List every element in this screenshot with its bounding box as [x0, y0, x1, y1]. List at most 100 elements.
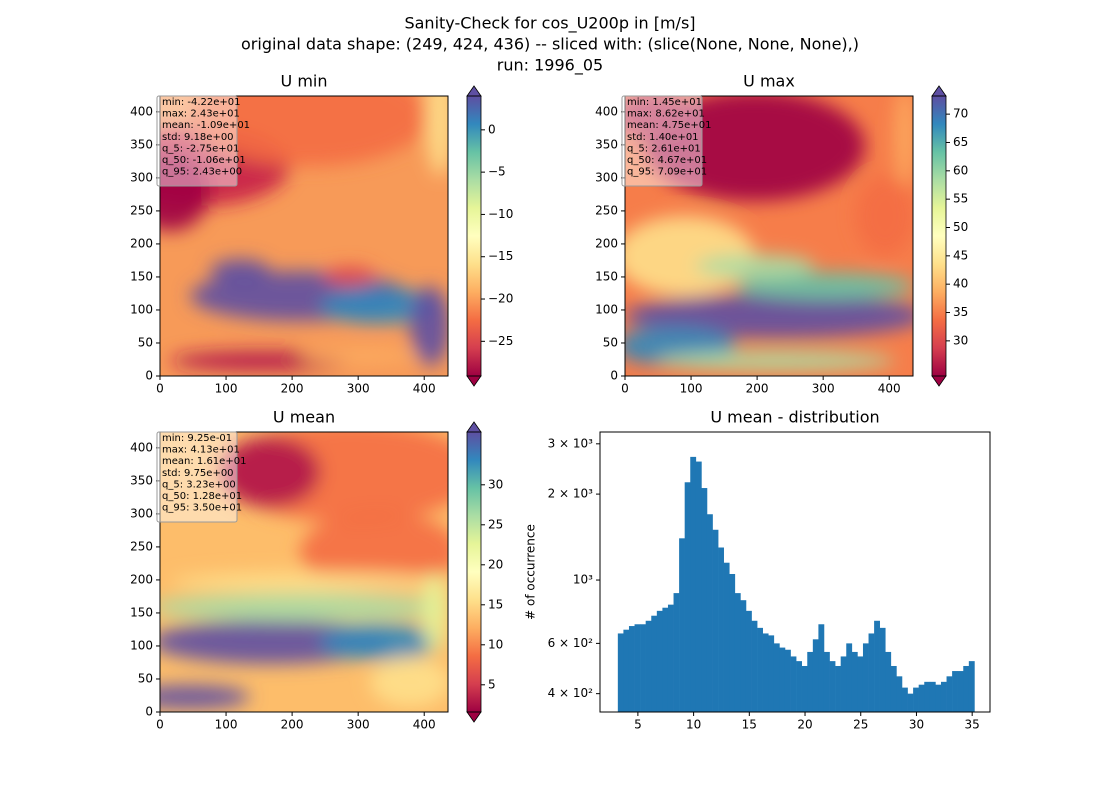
x-tick-label: 25	[853, 718, 868, 732]
colorbar-tick-label: 50	[953, 220, 968, 234]
histogram-bar	[879, 627, 886, 712]
colorbar-extend	[466, 421, 482, 433]
y-tick-label: 150	[130, 269, 153, 283]
histogram-bar	[617, 633, 624, 712]
histogram-bar	[734, 593, 741, 712]
heatmap-blob	[160, 151, 210, 231]
y-tick-label: 350	[595, 137, 618, 151]
axes-frame	[159, 95, 449, 377]
x-tick-label: 100	[215, 718, 238, 732]
histogram-bar	[885, 651, 892, 712]
heatmap-blob	[426, 96, 448, 176]
histogram-bar	[946, 676, 953, 712]
x-tick-label: 200	[746, 382, 769, 396]
y-tick-label: 100	[595, 302, 618, 316]
y-tick-label: 250	[130, 203, 153, 217]
colorbar-tick-label: 10	[488, 637, 503, 651]
colorbar-tick-label: 30	[953, 333, 968, 347]
y-tick-label: 100	[130, 638, 153, 652]
heatmap-blob	[895, 96, 913, 186]
x-tick-label: 0	[156, 718, 164, 732]
y-tick-label: 200	[130, 236, 153, 250]
x-tick-label: 200	[281, 382, 304, 396]
colorbar-frame	[931, 95, 947, 377]
heatmap-blob	[735, 272, 913, 300]
colorbar	[467, 96, 481, 376]
colorbar-tick-label: −15	[488, 249, 513, 263]
histogram-bar	[968, 661, 975, 712]
stats-line: std: 1.40e+01	[627, 132, 699, 143]
colorbar-tick-label: −25	[488, 334, 513, 348]
y-tick-label: 0	[145, 705, 153, 719]
colorbar-frame	[466, 431, 482, 713]
histogram-bar	[679, 538, 685, 712]
histogram-bar	[751, 620, 758, 712]
histogram-bar	[823, 651, 830, 712]
y-axis-label: # of occurrence	[524, 524, 538, 620]
colorbar-extend	[931, 85, 947, 97]
y-tick-label: 100	[130, 302, 153, 316]
stats-line: std: 9.75e+00	[162, 468, 234, 479]
y-tick-label: 350	[130, 137, 153, 151]
x-tick-label: 400	[413, 718, 436, 732]
x-tick-label: 300	[812, 382, 835, 396]
heatmap-blob	[210, 259, 270, 283]
histogram-bar	[874, 620, 880, 712]
heatmap-blob	[300, 512, 448, 592]
x-tick-label: 400	[878, 382, 901, 396]
histogram-bar	[729, 573, 736, 712]
x-tick-label: 300	[347, 382, 370, 396]
y-tick-label: 0	[610, 369, 618, 383]
axes-frame	[599, 431, 991, 713]
figure-title: Sanity-Check for cos_U200p in [m/s]	[404, 14, 695, 34]
stats-line: max: 2.43e+01	[162, 109, 240, 120]
histogram-bar	[790, 656, 797, 712]
y-tick-label: 50	[138, 335, 153, 349]
y-tick-label: 4 × 10²	[548, 686, 594, 700]
histogram-bar	[740, 600, 747, 712]
stats-line: q_95: 2.43e+00	[162, 167, 242, 178]
y-tick-label: 200	[130, 572, 153, 586]
histogram-bar	[690, 456, 697, 712]
histogram-bar	[846, 643, 853, 712]
heatmap-blob	[625, 96, 695, 141]
histogram-bar	[640, 624, 646, 712]
stats-line: max: 8.62e+01	[627, 109, 705, 120]
histogram-bar	[896, 676, 903, 712]
histogram-bar	[784, 649, 791, 712]
stats-box	[156, 431, 238, 523]
histogram-bar	[695, 461, 702, 712]
figure-title: run: 1996_05	[497, 56, 603, 76]
colorbar-tick-label: 55	[953, 192, 968, 206]
colorbar-tick-label: 60	[953, 163, 968, 177]
histogram-bar	[628, 626, 635, 712]
heatmap-blob	[300, 348, 420, 364]
histogram-bar	[913, 687, 919, 712]
histogram-bar	[940, 681, 947, 712]
colorbar-tick-label: 5	[488, 677, 496, 691]
y-tick-label: 400	[130, 104, 153, 118]
colorbar-tick-label: −5	[488, 165, 506, 179]
y-tick-label: 0	[145, 369, 153, 383]
histogram-bar	[929, 681, 936, 712]
histogram-bar	[868, 633, 875, 712]
heatmap-blob	[325, 266, 375, 286]
heatmap-blob	[160, 593, 448, 621]
histogram-bar	[701, 488, 708, 712]
stats-line: min: 9.25e-01	[162, 433, 232, 444]
stats-line: mean: 1.61e+01	[162, 456, 246, 467]
y-tick-label: 150	[130, 605, 153, 619]
heatmap-blob	[855, 176, 913, 256]
x-tick-label: 0	[621, 382, 629, 396]
colorbar-extend	[466, 85, 482, 97]
y-tick-label: 3 × 10³	[548, 436, 594, 450]
heatmap-field	[625, 96, 913, 371]
histogram-bar	[723, 562, 730, 712]
histogram-bar	[745, 610, 752, 712]
stats-line: q_5: 2.61e+01	[627, 143, 701, 154]
histogram-bar	[773, 643, 780, 712]
colorbar-extend	[931, 375, 947, 387]
histogram-bar	[762, 633, 769, 712]
histogram-bar	[901, 687, 908, 712]
